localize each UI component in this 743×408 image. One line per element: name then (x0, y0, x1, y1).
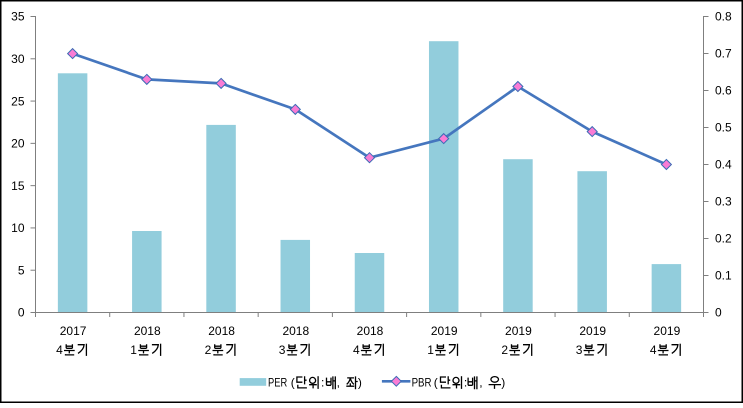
svg-text:,: , (479, 375, 482, 389)
svg-text:0: 0 (715, 306, 722, 320)
svg-text:4: 4 (56, 343, 63, 357)
svg-text:0.1: 0.1 (715, 269, 732, 283)
svg-text:2017: 2017 (60, 324, 87, 338)
svg-text:10: 10 (11, 221, 25, 235)
svg-text:2019: 2019 (505, 324, 532, 338)
svg-text:PBR: PBR (412, 375, 432, 389)
svg-text:0.6: 0.6 (715, 84, 732, 98)
svg-text:2019: 2019 (579, 324, 606, 338)
svg-text:,: , (337, 375, 340, 389)
svg-text:0.2: 0.2 (715, 232, 732, 246)
svg-text:2019: 2019 (431, 324, 458, 338)
svg-text:(: ( (291, 375, 295, 389)
svg-text:1: 1 (427, 343, 434, 357)
svg-text:0.8: 0.8 (715, 10, 732, 24)
svg-text:15: 15 (11, 179, 25, 193)
svg-text:(: ( (434, 375, 438, 389)
svg-text:): ) (501, 375, 505, 389)
svg-text:0.5: 0.5 (715, 121, 732, 135)
svg-text:4: 4 (353, 343, 360, 357)
svg-text:1: 1 (130, 343, 137, 357)
svg-text::: : (321, 375, 324, 389)
svg-text:2018: 2018 (282, 324, 309, 338)
svg-text:0.3: 0.3 (715, 195, 732, 209)
svg-text:35: 35 (11, 10, 25, 24)
svg-text:0: 0 (18, 306, 25, 320)
svg-text:20: 20 (11, 137, 25, 151)
svg-text:25: 25 (11, 94, 25, 108)
svg-text:2019: 2019 (654, 324, 681, 338)
svg-text:2: 2 (501, 343, 508, 357)
svg-text:0.4: 0.4 (715, 158, 732, 172)
svg-text:2: 2 (205, 343, 212, 357)
svg-text:30: 30 (11, 52, 25, 66)
svg-text:PER: PER (268, 375, 287, 389)
svg-text:3: 3 (279, 343, 286, 357)
svg-text:4: 4 (650, 343, 657, 357)
svg-text:): ) (358, 375, 362, 389)
svg-text:2018: 2018 (208, 324, 235, 338)
svg-text:3: 3 (576, 343, 583, 357)
svg-text:2018: 2018 (357, 324, 384, 338)
svg-text:2018: 2018 (134, 324, 161, 338)
svg-text::: : (464, 375, 467, 389)
svg-text:0.7: 0.7 (715, 47, 732, 61)
svg-text:5: 5 (18, 263, 25, 277)
